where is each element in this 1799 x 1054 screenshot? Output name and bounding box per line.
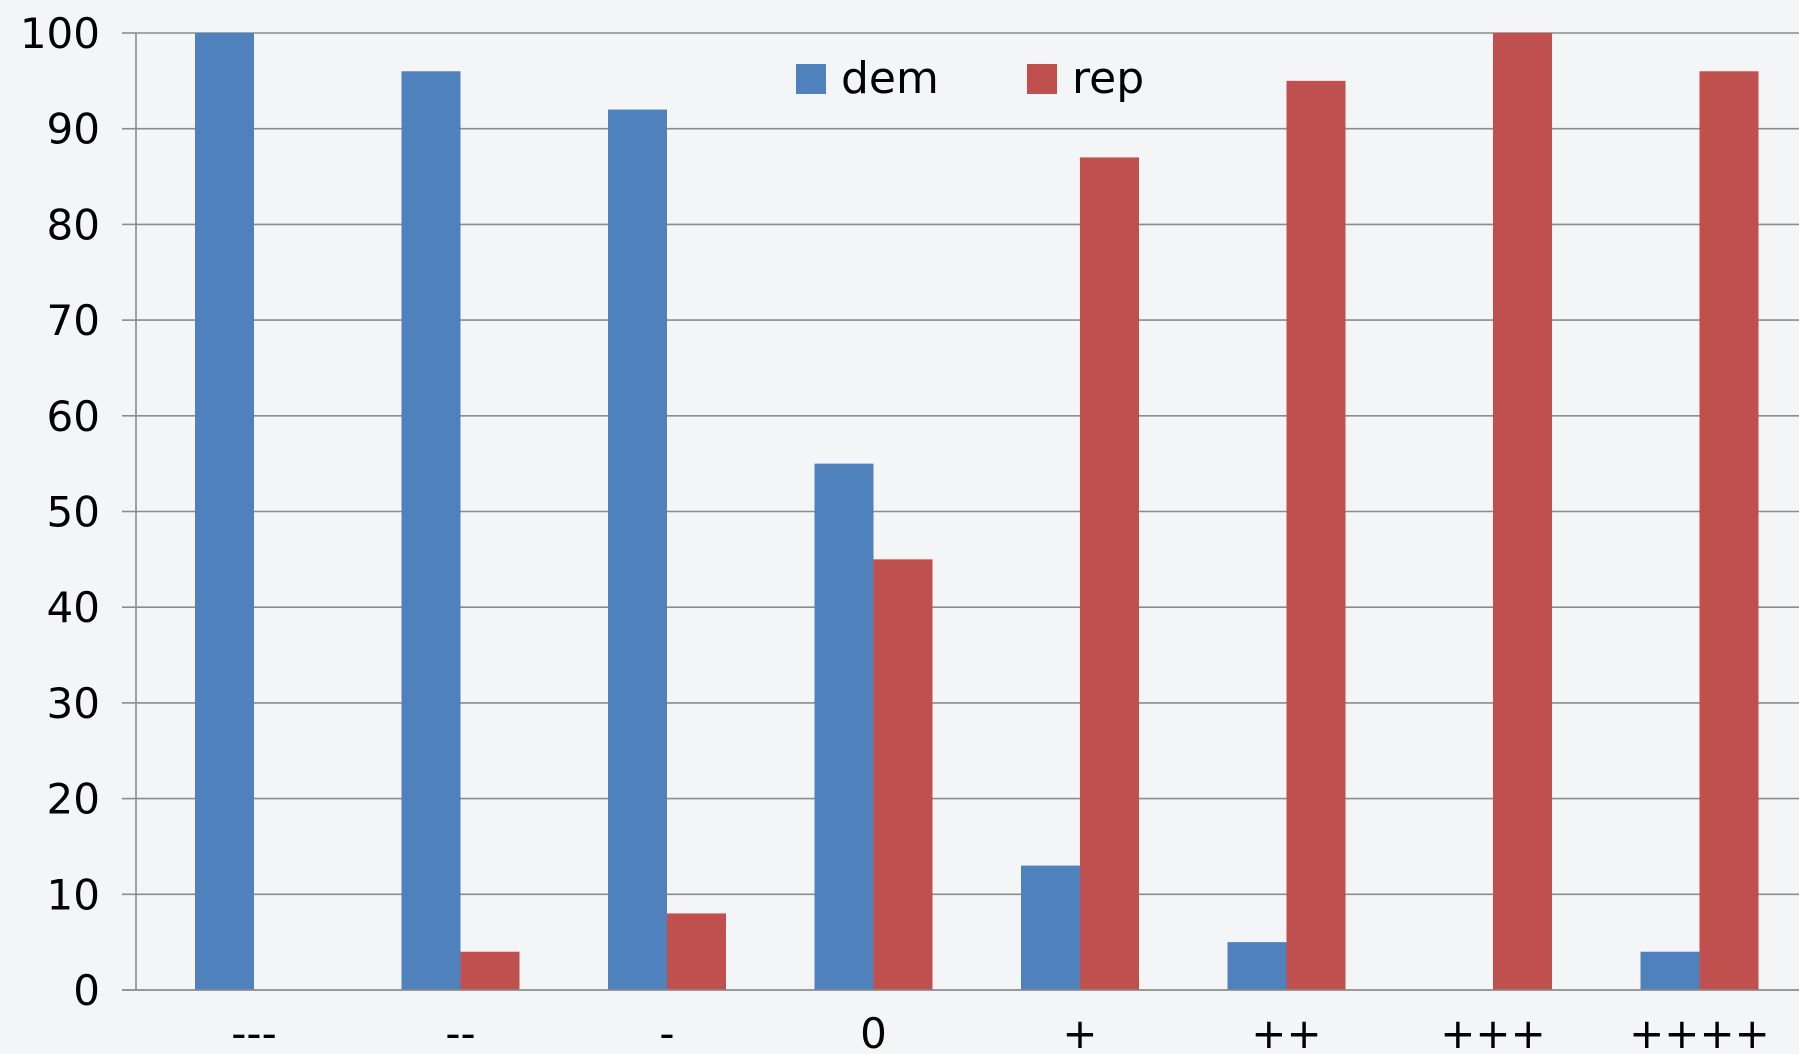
x-tick-label: 0 [860, 1009, 887, 1054]
y-tick-label: 0 [73, 966, 100, 1015]
y-tick-label: 90 [47, 105, 100, 154]
y-tick-labels: 0 10 20 30 40 50 60 70 80 90 100 [20, 9, 100, 1015]
y-tick-label: 60 [47, 392, 100, 441]
x-tick-labels: --- -- -0 + ++ +++ ++++ [231, 1009, 1770, 1054]
y-tick-label: 70 [47, 296, 100, 345]
legend-label-dem: dem [841, 53, 939, 104]
bar-dem [1021, 865, 1080, 990]
y-tick-label: 80 [47, 200, 100, 249]
legend-label-rep: rep [1072, 53, 1144, 104]
bar-dem [195, 33, 254, 990]
legend-swatch-rep [1027, 64, 1057, 94]
y-tick-label: 40 [47, 583, 100, 632]
y-tick-label: 20 [47, 775, 100, 824]
bar-rep [1699, 71, 1759, 990]
bar-rep [667, 913, 726, 990]
bar-dem [401, 71, 461, 990]
x-tick-label: ++++ [1629, 1009, 1770, 1054]
x-tick-label: +++ [1440, 1009, 1546, 1054]
bar-rep [1493, 33, 1552, 990]
y-tick-label: 100 [20, 9, 100, 58]
bar-rep [1080, 157, 1139, 990]
bar-rep [460, 951, 520, 990]
bar-rep [873, 559, 933, 990]
y-tick-label: 10 [47, 870, 100, 919]
bars [195, 33, 1759, 991]
legend-swatch-dem [796, 64, 826, 94]
axes [122, 32, 1799, 991]
x-tick-label: --- [231, 1009, 276, 1054]
bar-dem [1640, 951, 1700, 990]
bar-dem [814, 463, 874, 990]
bar-rep [1286, 80, 1346, 991]
bar-dem [1227, 942, 1287, 990]
y-tick-label: 30 [47, 679, 100, 728]
x-tick-label: -- [445, 1009, 475, 1054]
bar-dem [608, 109, 667, 990]
x-tick-label: - [659, 1009, 674, 1054]
legend: dem rep [796, 53, 1144, 104]
x-tick-label: + [1062, 1009, 1097, 1054]
y-tick-label: 50 [47, 488, 100, 537]
x-tick-label: ++ [1251, 1009, 1321, 1054]
